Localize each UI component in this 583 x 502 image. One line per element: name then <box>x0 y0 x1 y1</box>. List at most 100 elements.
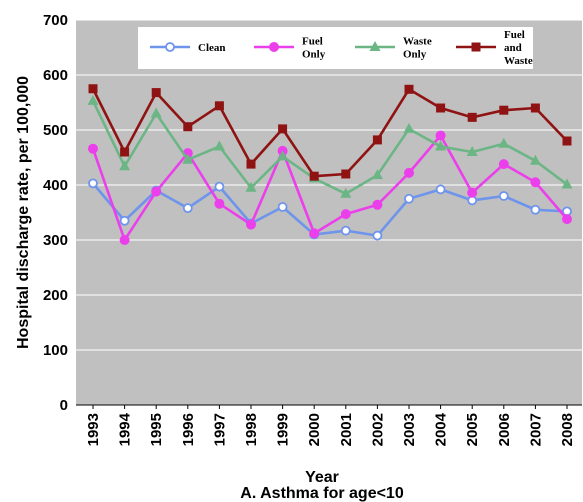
data-point-waste-only <box>245 181 257 192</box>
data-point-waste-only <box>87 94 99 105</box>
y-tick-label: 500 <box>43 122 68 139</box>
series-layer <box>87 84 573 245</box>
y-tick-label: 700 <box>43 12 68 29</box>
legend-label-fuel-and-waste: and <box>504 42 522 54</box>
data-point-fuel-and-waste <box>562 136 572 146</box>
legend-marker-waste-only <box>369 41 381 51</box>
x-tick-label: 1996 <box>180 413 197 446</box>
series-fuel-and-waste <box>88 84 572 181</box>
x-tick-label: 1994 <box>117 412 134 446</box>
data-point-fuel-and-waste <box>372 135 382 145</box>
legend-marker-fuel-and-waste <box>471 42 481 52</box>
data-point-fuel-and-waste <box>214 101 224 111</box>
legend-label-fuel-only: Only <box>302 49 326 61</box>
legend-label-waste-only: Waste <box>403 36 432 48</box>
x-tick-label: 2007 <box>527 413 544 446</box>
data-point-clean <box>498 191 509 201</box>
data-point-fuel-only <box>404 167 414 178</box>
x-tick-label: 1993 <box>85 413 102 446</box>
data-point-fuel-and-waste <box>467 112 477 122</box>
series-clean <box>88 178 572 241</box>
data-point-fuel-only <box>151 186 162 197</box>
x-axis-title: Year <box>305 469 339 486</box>
legend-label-fuel-only: Fuel <box>302 36 323 48</box>
data-point-fuel-only <box>372 199 383 210</box>
data-point-clean <box>182 203 193 214</box>
data-point-fuel-and-waste <box>120 147 130 157</box>
data-point-waste-only <box>182 153 194 164</box>
series-line-fuel-only <box>91 134 568 242</box>
legend-label-fuel-and-waste: Fuel <box>504 29 525 41</box>
y-tick-label: 100 <box>43 342 68 359</box>
data-point-fuel-only <box>88 143 98 154</box>
data-point-clean <box>277 202 288 212</box>
data-point-fuel-only <box>435 130 446 141</box>
data-point-fuel-only <box>562 214 572 225</box>
x-tick-label: 2003 <box>401 413 418 446</box>
data-point-fuel-and-waste <box>183 122 193 132</box>
data-point-clean <box>214 181 225 192</box>
data-point-clean <box>88 178 98 189</box>
legend-label-fuel-and-waste: Waste <box>504 55 533 67</box>
data-point-waste-only <box>498 137 510 148</box>
data-point-waste-only <box>340 187 352 198</box>
x-axis-ticks: 1993 1994 1995 1996 1997 1998 1999 2000 2001 2002… <box>85 405 576 446</box>
data-point-clean <box>530 204 541 215</box>
y-tick-label: 0 <box>60 397 68 414</box>
y-tick-label: 600 <box>43 67 68 84</box>
x-tick-label: 1997 <box>211 413 228 446</box>
legend-marker-clean <box>165 42 175 52</box>
x-tick-label: 2001 <box>338 413 355 446</box>
data-point-fuel-only <box>309 228 320 239</box>
y-tick-label: 200 <box>43 287 68 304</box>
data-point-fuel-and-waste <box>436 103 446 113</box>
data-point-waste-only <box>150 107 162 118</box>
data-point-fuel-only <box>498 159 509 170</box>
x-tick-label: 2002 <box>369 413 386 446</box>
legend-label-waste-only: Only <box>403 49 427 61</box>
legend-label-clean: Clean <box>198 42 226 54</box>
data-point-waste-only <box>529 154 541 165</box>
x-tick-label: 1998 <box>243 413 260 446</box>
data-point-clean <box>435 184 446 195</box>
data-point-clean <box>340 225 351 236</box>
data-point-waste-only <box>277 150 289 161</box>
data-point-waste-only <box>119 160 131 171</box>
data-point-fuel-and-waste <box>278 124 288 134</box>
series-line-clean <box>92 182 568 237</box>
series-line-waste-only <box>91 100 568 196</box>
y-tick-label: 300 <box>43 232 68 249</box>
data-point-fuel-and-waste <box>530 103 540 113</box>
x-tick-label: 2006 <box>496 413 513 446</box>
data-point-waste-only <box>403 122 415 133</box>
data-point-fuel-only <box>530 177 541 188</box>
x-tick-label: 1995 <box>148 413 165 446</box>
data-point-fuel-only <box>119 235 130 245</box>
data-point-fuel-and-waste <box>151 88 161 98</box>
series-fuel-only <box>88 130 572 245</box>
data-point-clean <box>119 215 130 226</box>
x-tick-label: 2004 <box>433 412 450 446</box>
data-point-fuel-only <box>340 209 351 220</box>
data-point-waste-only <box>213 140 225 151</box>
y-tick-label: 400 <box>43 177 68 194</box>
data-point-fuel-and-waste <box>341 169 351 179</box>
x-tick-label: 2000 <box>306 413 323 446</box>
plot-area <box>76 20 582 405</box>
data-point-clean <box>404 193 414 204</box>
data-point-waste-only <box>561 178 573 189</box>
chart-title: A. Asthma for age<10 <box>240 485 404 502</box>
data-point-waste-only <box>466 146 478 156</box>
data-point-fuel-and-waste <box>246 159 256 169</box>
x-tick-label: 2005 <box>464 413 481 446</box>
y-axis-ticks: 0 100 200 300 400 500 600 700 <box>43 12 68 414</box>
x-tick-label: 2008 <box>559 413 576 446</box>
data-point-fuel-only <box>246 219 256 230</box>
data-point-fuel-and-waste <box>309 171 319 181</box>
data-point-waste-only <box>435 140 447 151</box>
x-tick-label: 1999 <box>275 413 292 446</box>
data-point-clean <box>372 230 383 241</box>
data-point-fuel-and-waste <box>404 84 414 94</box>
